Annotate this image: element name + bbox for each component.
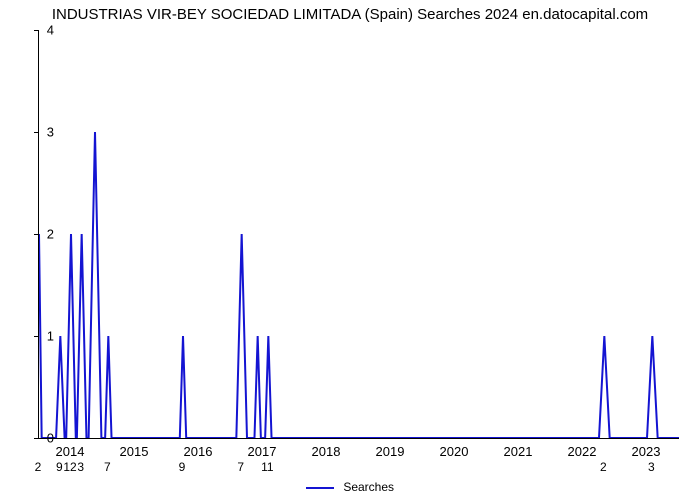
x-year-label: 2021 — [504, 444, 533, 459]
x-value-label: 3 — [77, 460, 84, 474]
plot-area — [38, 30, 679, 439]
y-tick-mark — [34, 336, 38, 337]
x-year-label: 2015 — [120, 444, 149, 459]
chart-container: INDUSTRIAS VIR-BEY SOCIEDAD LIMITADA (Sp… — [0, 0, 700, 500]
x-value-label: 12 — [63, 460, 76, 474]
y-tick-mark — [34, 30, 38, 31]
x-year-label: 2022 — [568, 444, 597, 459]
x-value-label: 7 — [237, 460, 244, 474]
x-value-label: 3 — [648, 460, 655, 474]
x-value-label: 2 — [35, 460, 42, 474]
searches-line — [39, 30, 679, 438]
x-year-label: 2016 — [184, 444, 213, 459]
y-tick-mark — [34, 132, 38, 133]
x-value-label: 11 — [261, 460, 273, 474]
y-tick-mark — [34, 438, 38, 439]
x-year-label: 2023 — [632, 444, 661, 459]
legend-swatch — [306, 487, 334, 489]
chart-title: INDUSTRIAS VIR-BEY SOCIEDAD LIMITADA (Sp… — [0, 6, 700, 23]
x-year-label: 2017 — [248, 444, 277, 459]
x-year-label: 2014 — [56, 444, 85, 459]
y-tick-mark — [34, 234, 38, 235]
x-year-label: 2018 — [312, 444, 341, 459]
x-value-label: 7 — [104, 460, 111, 474]
x-value-label: 9 — [56, 460, 63, 474]
x-value-label: 2 — [600, 460, 607, 474]
x-value-label: 9 — [179, 460, 186, 474]
x-year-label: 2020 — [440, 444, 469, 459]
legend-label: Searches — [343, 480, 394, 494]
x-year-label: 2019 — [376, 444, 405, 459]
legend: Searches — [0, 480, 700, 494]
